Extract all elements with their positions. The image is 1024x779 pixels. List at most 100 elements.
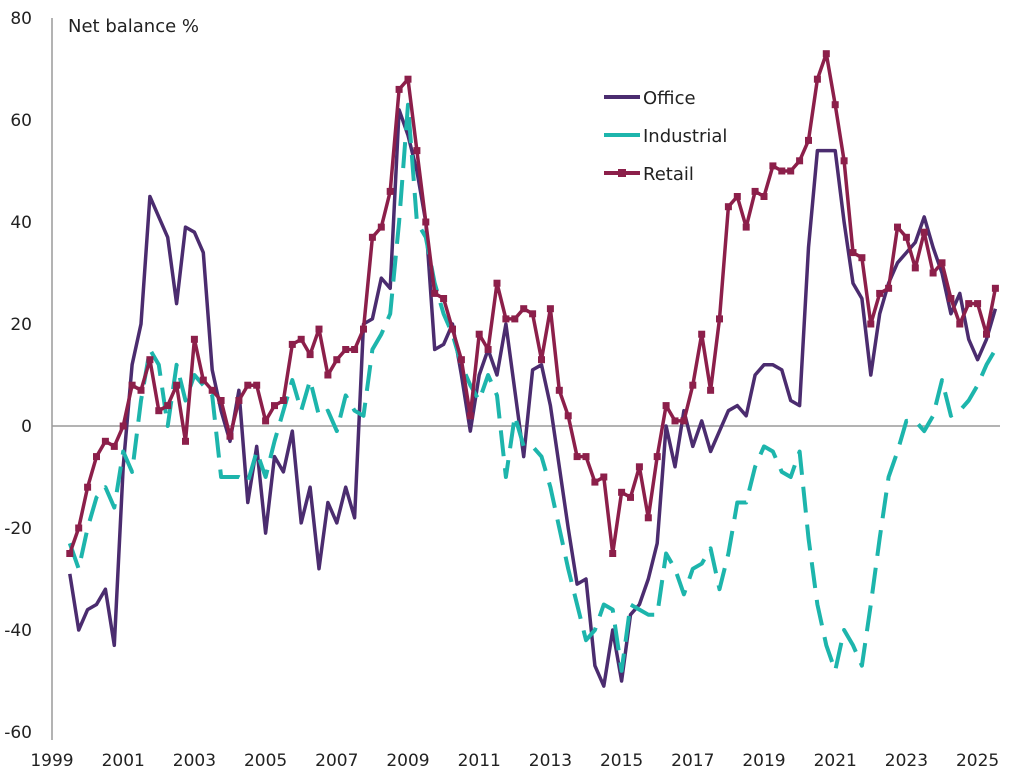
data-point-retail <box>342 346 350 353</box>
data-point-retail <box>404 75 412 83</box>
data-point-retail <box>849 249 857 257</box>
data-point-retail <box>894 223 901 231</box>
x-tick-label: 2023 <box>885 751 928 771</box>
data-point-retail <box>262 417 270 425</box>
data-point-retail <box>983 330 990 338</box>
data-point-retail <box>822 50 830 58</box>
x-tick-label: 2021 <box>814 751 857 771</box>
data-point-retail <box>653 453 661 461</box>
data-point-retail <box>244 381 252 389</box>
data-point-retail <box>956 320 964 328</box>
y-tick-label: 0 <box>21 417 32 437</box>
data-point-retail <box>279 397 287 404</box>
x-tick-label: 2003 <box>173 751 216 771</box>
data-point-retail <box>529 310 537 318</box>
data-point-retail <box>493 279 501 287</box>
data-point-retail <box>457 356 465 364</box>
data-point-retail <box>360 325 367 333</box>
data-point-retail <box>573 453 581 461</box>
data-point-retail <box>324 371 332 379</box>
data-point-retail <box>582 453 590 461</box>
data-point-retail <box>600 473 608 481</box>
y-tick-labels: 80 60 40 20 0 -20 -40 -60 <box>4 9 32 743</box>
y-tick-label: 60 <box>10 111 32 131</box>
y-axis-label: Net balance % <box>68 16 199 37</box>
data-point-retail <box>386 187 394 195</box>
data-point-retail <box>733 193 741 200</box>
data-point-retail <box>137 386 145 394</box>
data-point-retail <box>831 101 839 109</box>
x-tick-labels: 1999 2001 2003 2005 2007 2009 2011 2013 2015 2017… <box>30 751 999 771</box>
data-point-retail <box>217 397 225 404</box>
data-point-retail <box>680 417 688 425</box>
x-tick-label: 2001 <box>102 751 145 771</box>
data-point-retail <box>591 478 599 486</box>
data-point-retail <box>182 437 189 445</box>
data-point-retail <box>511 315 519 323</box>
data-point-retail <box>484 346 492 353</box>
series-lines <box>66 50 999 688</box>
x-tick-label: 2019 <box>742 751 785 771</box>
data-point-retail <box>938 259 946 267</box>
data-point-retail <box>974 300 982 308</box>
x-tick-label: 2005 <box>244 751 287 771</box>
y-tick-label: 20 <box>10 315 32 335</box>
data-point-retail <box>698 330 706 338</box>
data-point-retail <box>947 295 955 302</box>
x-tick-label: 2015 <box>600 751 643 771</box>
y-tick-label: -20 <box>4 519 32 539</box>
data-point-retail <box>689 381 697 389</box>
data-point-retail <box>315 325 323 333</box>
data-point-retail <box>413 147 421 155</box>
data-point-retail <box>920 228 928 236</box>
data-point-retail <box>662 402 670 410</box>
data-point-retail <box>333 356 341 364</box>
data-point-retail <box>146 356 154 364</box>
data-point-retail <box>351 346 359 353</box>
legend-label-office: Office <box>643 88 696 109</box>
data-point-retail <box>377 223 385 231</box>
y-tick-label: -60 <box>4 723 32 743</box>
series-line-industrial <box>67 102 998 673</box>
data-point-retail <box>128 381 136 389</box>
data-point-retail <box>155 407 163 415</box>
data-point-retail <box>199 376 207 384</box>
data-point-retail <box>297 335 305 343</box>
data-point-retail <box>449 325 456 333</box>
data-point-retail <box>707 386 715 394</box>
data-point-retail <box>644 514 652 522</box>
data-point-retail <box>84 483 92 491</box>
data-point-retail <box>805 136 812 144</box>
data-point-retail <box>671 417 679 425</box>
data-point-retail <box>902 233 910 241</box>
data-point-retail <box>538 356 545 364</box>
data-point-retail <box>119 422 127 430</box>
data-point-retail <box>208 386 216 394</box>
data-point-retail <box>288 340 296 348</box>
x-tick-label: 2025 <box>956 751 999 771</box>
y-tick-label: 40 <box>10 213 32 233</box>
data-point-retail <box>760 193 768 200</box>
data-point-retail <box>618 488 626 496</box>
data-point-retail <box>724 203 732 211</box>
x-tick-label: 2011 <box>458 751 501 771</box>
data-point-retail <box>546 305 554 313</box>
y-tick-label: -40 <box>4 621 32 641</box>
data-point-retail <box>93 453 100 461</box>
data-point-retail <box>253 381 261 389</box>
data-point-retail <box>965 300 973 308</box>
data-point-retail <box>609 550 617 557</box>
legend-label-retail: Retail <box>643 164 694 185</box>
data-point-retail <box>235 397 243 404</box>
data-point-retail <box>520 305 528 313</box>
data-point-retail <box>840 157 848 165</box>
x-tick-label: 2009 <box>386 751 429 771</box>
data-point-retail <box>885 284 893 292</box>
x-tick-label: 2017 <box>671 751 714 771</box>
data-point-retail <box>555 386 563 394</box>
data-point-retail <box>440 295 448 302</box>
legend-label-industrial: Industrial <box>643 126 727 147</box>
data-point-retail <box>627 493 634 501</box>
data-point-retail <box>716 315 723 323</box>
